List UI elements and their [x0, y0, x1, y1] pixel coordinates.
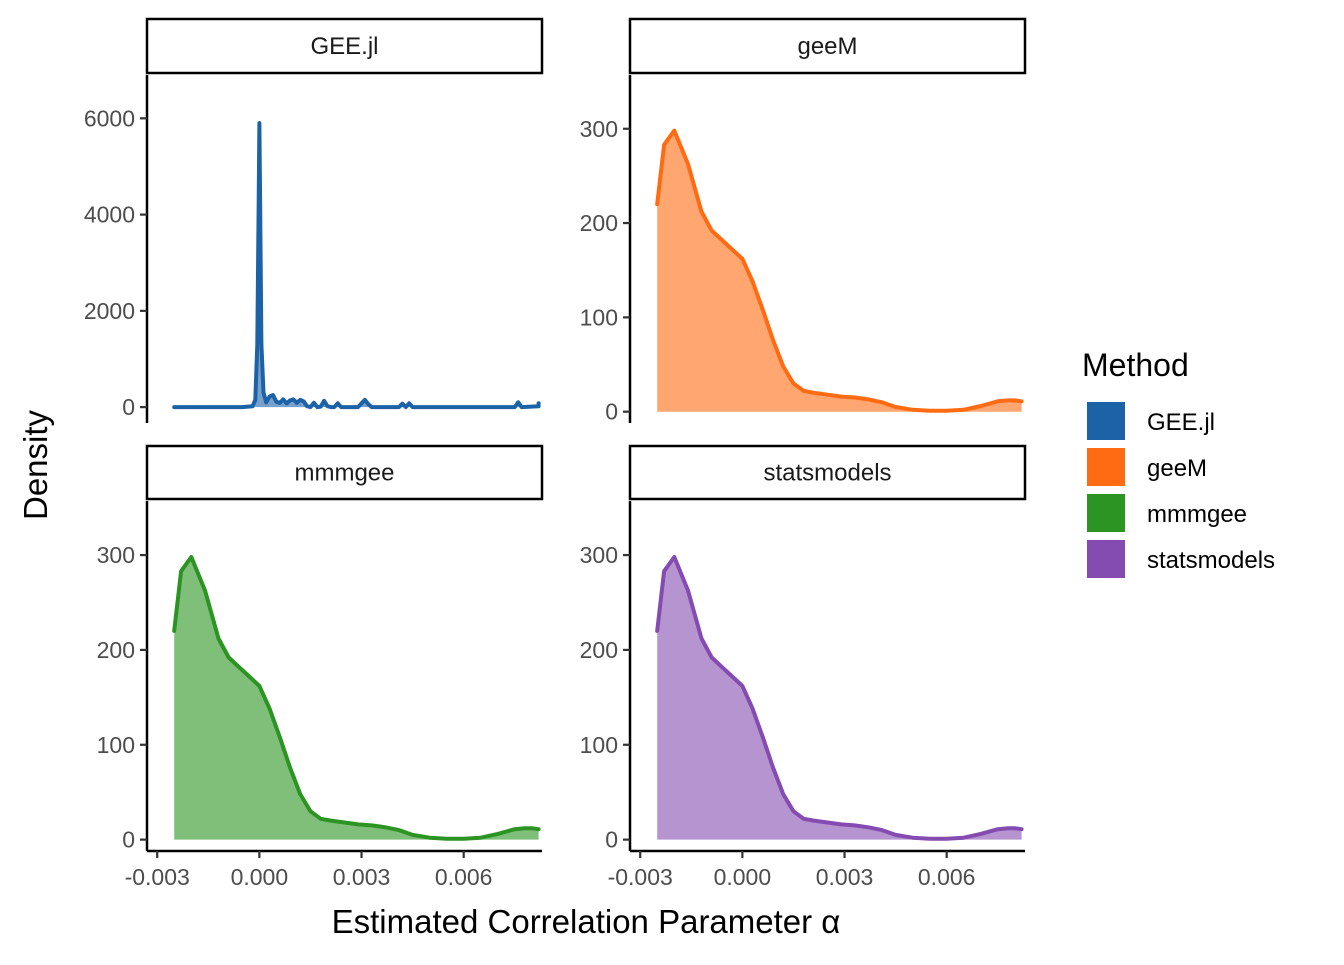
x-axis-title: Estimated Correlation Parameter α: [332, 903, 841, 940]
legend-title: Method: [1082, 347, 1189, 383]
legend: Method GEE.jl geeM mmmgee statsmodels: [1082, 347, 1275, 578]
density-area-statsmodels: [657, 557, 1022, 840]
x-tick-label: -0.003: [608, 864, 673, 890]
x-tick-label: 0.003: [816, 864, 874, 890]
x-tick-label: 0.000: [714, 864, 772, 890]
legend-label: geeM: [1147, 455, 1207, 482]
panel-geem: geeM 0 100 200 300: [580, 17, 1027, 425]
y-tick-label: 0: [605, 399, 618, 425]
x-tick-label: 0.006: [435, 864, 493, 890]
legend-item-mmmgee: mmmgee: [1087, 494, 1247, 532]
legend-swatch: [1087, 540, 1125, 578]
strip-mmmgee: [145, 444, 544, 501]
x-tick-label: -0.003: [125, 864, 190, 890]
y-tick-label: 0: [122, 394, 135, 420]
y-tick-label: 200: [580, 637, 618, 663]
strip-gee-jl: [145, 17, 544, 75]
y-axis-title: Density: [17, 409, 54, 520]
panel-statsmodels: statsmodels 0 100 200 300 -0.003 0.000 0.003 0.0…: [580, 444, 1027, 890]
legend-item-gee-jl: GEE.jl: [1087, 402, 1215, 440]
legend-item-geem: geeM: [1087, 448, 1207, 486]
density-line-gee-jl: [172, 121, 541, 410]
x-tick-label: 0.000: [231, 864, 289, 890]
density-line-statsmodels: [655, 555, 1024, 841]
strip-label-mmmgee: mmmgee: [294, 460, 394, 487]
y-tick-label: 100: [97, 732, 135, 758]
strip-label-statsmodels: statsmodels: [763, 460, 891, 487]
y-tick-label: 6000: [84, 105, 135, 131]
y-tick-label: 300: [97, 542, 135, 568]
density-line-geem: [655, 128, 1024, 413]
y-tick-label: 100: [580, 732, 618, 758]
y-tick-label: 0: [122, 827, 135, 853]
y-tick-label: 300: [580, 116, 618, 142]
legend-item-statsmodels: statsmodels: [1087, 540, 1275, 578]
facet-panels: GEE.jl0200040006000geeM0100200300mmmgee0…: [84, 17, 1027, 890]
density-area-mmmgee: [174, 557, 539, 840]
y-tick-label: 200: [97, 637, 135, 663]
strip-label-geem: geeM: [797, 33, 857, 60]
legend-label: GEE.jl: [1147, 409, 1215, 436]
y-tick-label: 200: [580, 210, 618, 236]
legend-items: GEE.jl geeM mmmgee statsmodels: [1087, 402, 1275, 578]
strip-statsmodels: [628, 444, 1027, 501]
panel-gee-jl: GEE.jl 0 2000 4000 6000: [84, 17, 544, 423]
y-tick-label: 4000: [84, 202, 135, 228]
panel-mmmgee: mmmgee 0 100 200 300 -0.003 0.000 0.003 0.006: [97, 444, 544, 890]
x-tick-label: 0.003: [333, 864, 391, 890]
density-line-mmmgee: [172, 555, 541, 841]
density-area-geem: [657, 130, 1022, 412]
y-tick-label: 300: [580, 542, 618, 568]
y-tick-label: 2000: [84, 298, 135, 324]
legend-swatch: [1087, 402, 1125, 440]
legend-swatch: [1087, 448, 1125, 486]
x-tick-label: 0.006: [918, 864, 976, 890]
strip-label-gee-jl: GEE.jl: [310, 33, 378, 60]
legend-swatch: [1087, 494, 1125, 532]
legend-label: mmmgee: [1147, 501, 1247, 528]
strip-geem: [628, 17, 1027, 75]
y-tick-label: 100: [580, 304, 618, 330]
y-tick-label: 0: [605, 827, 618, 853]
legend-label: statsmodels: [1147, 547, 1275, 574]
